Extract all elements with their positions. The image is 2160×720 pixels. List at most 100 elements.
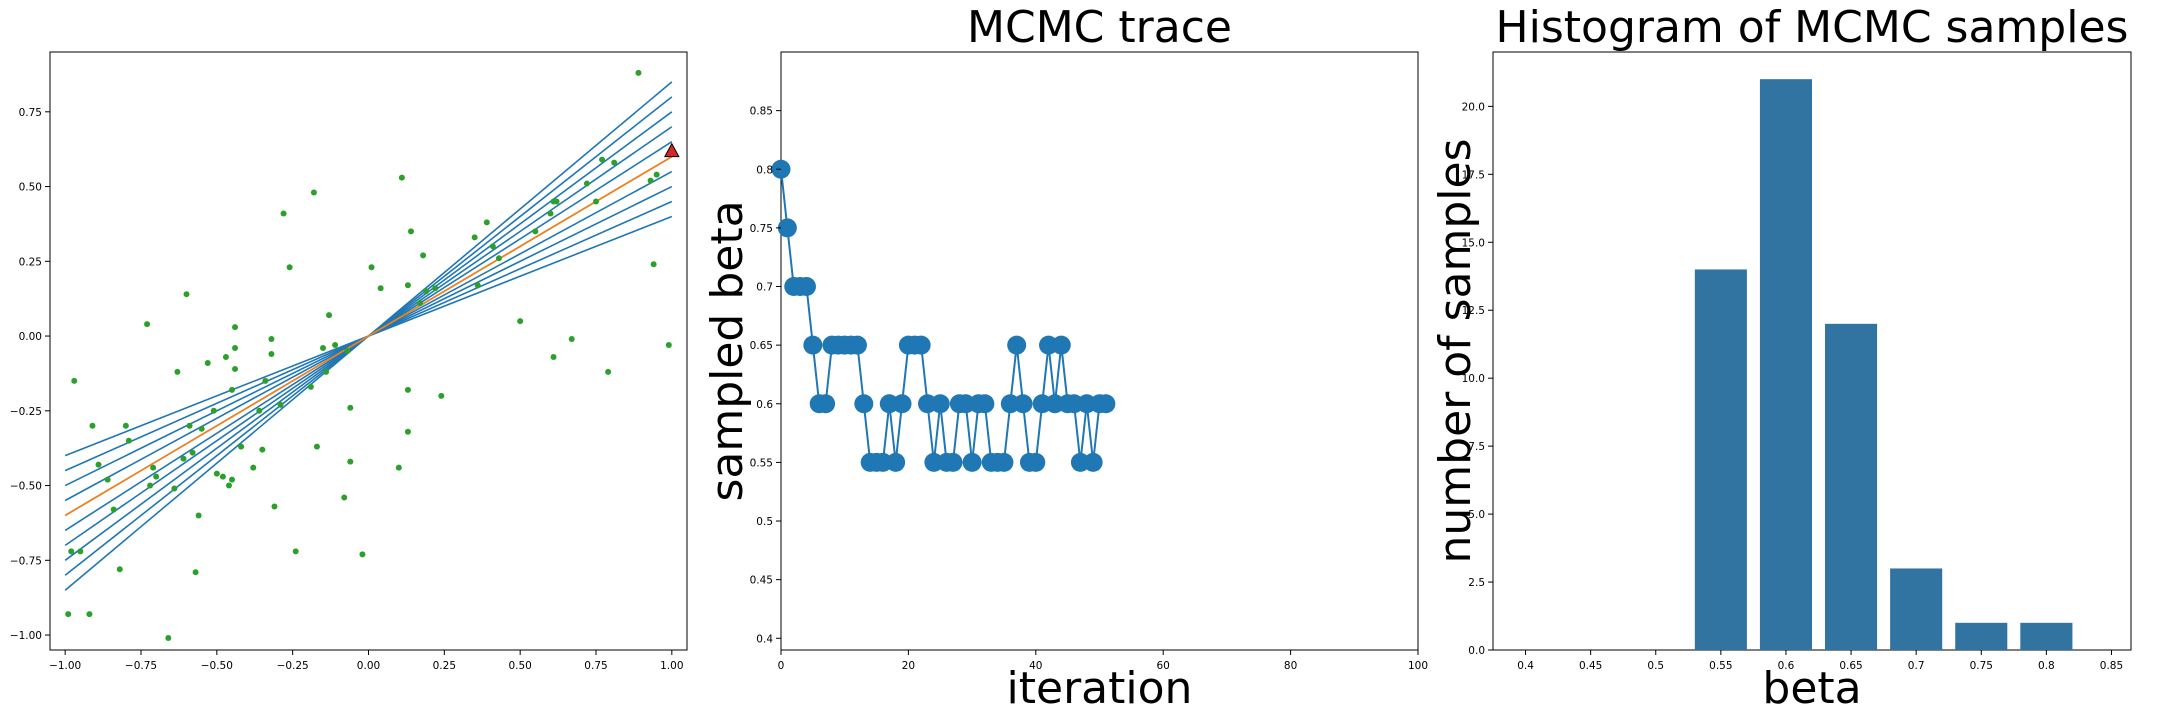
y-tick-label: 0.65 — [750, 340, 773, 352]
marker-triangle — [663, 142, 680, 158]
trace-marker — [847, 335, 867, 355]
data-point — [186, 422, 193, 429]
x-tick-label: 0.8 — [2038, 660, 2055, 672]
data-point — [147, 482, 154, 489]
y-tick-label: 17.5 — [1462, 169, 1485, 181]
data-point — [583, 180, 590, 187]
chart-title: MCMC trace — [967, 2, 1232, 53]
data-point — [332, 342, 339, 349]
histogram-bar — [1955, 622, 2008, 650]
data-point — [219, 473, 226, 480]
x-tick-label: 0.4 — [1517, 660, 1534, 672]
data-point — [153, 473, 160, 480]
data-point — [232, 345, 239, 352]
data-point — [420, 252, 427, 259]
x-tick-label: 80 — [1284, 660, 1297, 672]
data-point — [417, 300, 424, 307]
y-tick-label: 7.5 — [1468, 441, 1485, 453]
data-point — [268, 350, 275, 357]
data-point — [550, 353, 557, 360]
data-point — [483, 219, 490, 226]
y-tick-label: 0.50 — [19, 182, 42, 194]
data-point — [183, 291, 190, 298]
data-point — [395, 464, 402, 471]
x-tick-label: 100 — [1408, 660, 1428, 672]
y-tick-label: 15.0 — [1462, 237, 1485, 249]
trace-marker — [930, 394, 950, 414]
data-point — [195, 512, 202, 519]
data-point — [271, 503, 278, 510]
trace-marker — [1026, 452, 1046, 472]
data-point — [259, 446, 266, 453]
data-point — [292, 548, 299, 555]
trace-marker — [892, 394, 912, 414]
data-point — [368, 264, 375, 271]
data-point — [280, 210, 287, 217]
data-point — [635, 69, 642, 76]
data-point — [86, 611, 93, 618]
data-point — [174, 368, 181, 375]
x-tick-label: 0.5 — [1647, 660, 1664, 672]
data-point — [71, 377, 78, 384]
y-tick-label: 0.55 — [750, 457, 773, 469]
trace-marker — [796, 277, 816, 297]
y-tick-label: −0.25 — [10, 406, 42, 418]
y-tick-label: 0.4 — [756, 633, 773, 645]
y-tick-label: 0.25 — [19, 256, 42, 268]
y-tick-label: 0.75 — [19, 107, 42, 119]
data-point — [404, 282, 411, 289]
data-point — [192, 569, 199, 576]
trace-marker — [962, 452, 982, 472]
x-tick-label: 20 — [902, 660, 915, 672]
data-point — [471, 234, 478, 241]
data-point — [320, 345, 326, 352]
x-tick-label: 0.75 — [1970, 660, 1993, 672]
histogram-bar — [1694, 269, 1747, 650]
x-tick-label: 0.75 — [584, 660, 607, 672]
x-tick-label: 0.25 — [433, 660, 456, 672]
x-tick-label: −1.00 — [49, 660, 81, 672]
data-point — [599, 156, 606, 163]
trace-marker — [803, 335, 823, 355]
true-line — [64, 155, 673, 517]
data-point — [89, 422, 96, 429]
data-point — [347, 404, 354, 411]
trace-marker — [854, 394, 874, 414]
data-point — [256, 407, 263, 414]
data-point — [647, 177, 654, 184]
trace-marker — [1007, 335, 1027, 355]
data-point — [222, 353, 229, 360]
data-point — [307, 383, 314, 390]
x-axis-label: beta — [1762, 663, 1861, 714]
y-axis-label: sampled beta — [702, 200, 753, 501]
x-tick-label: 0.85 — [2100, 660, 2123, 672]
x-tick-label: 0.50 — [508, 660, 531, 672]
data-point — [171, 485, 178, 492]
data-point — [262, 377, 269, 384]
data-point — [547, 210, 554, 217]
x-tick-label: 1.00 — [660, 660, 683, 672]
y-tick-label: 10.0 — [1462, 373, 1485, 385]
x-tick-label: −0.50 — [201, 660, 233, 672]
trace-marker — [886, 452, 906, 472]
data-point — [65, 611, 72, 618]
trace-marker — [943, 452, 963, 472]
x-tick-label: 0.65 — [1839, 660, 1862, 672]
trace-marker — [777, 218, 797, 238]
trace-marker — [816, 394, 836, 414]
x-tick-label: −0.25 — [277, 660, 309, 672]
y-tick-label: 0.6 — [756, 399, 773, 411]
y-tick-label: 12.5 — [1462, 305, 1485, 317]
data-point — [517, 318, 524, 325]
y-tick-label: −1.00 — [10, 630, 42, 642]
data-point — [180, 455, 187, 462]
data-point — [377, 285, 384, 292]
data-point — [198, 425, 205, 432]
data-point — [344, 348, 351, 354]
data-point — [474, 282, 481, 289]
y-tick-label: 0.7 — [756, 282, 773, 294]
histogram-bar — [1759, 79, 1812, 650]
x-axis-label: iteration — [1007, 663, 1193, 714]
data-point — [125, 437, 132, 444]
y-tick-label: 0.8 — [756, 164, 773, 176]
